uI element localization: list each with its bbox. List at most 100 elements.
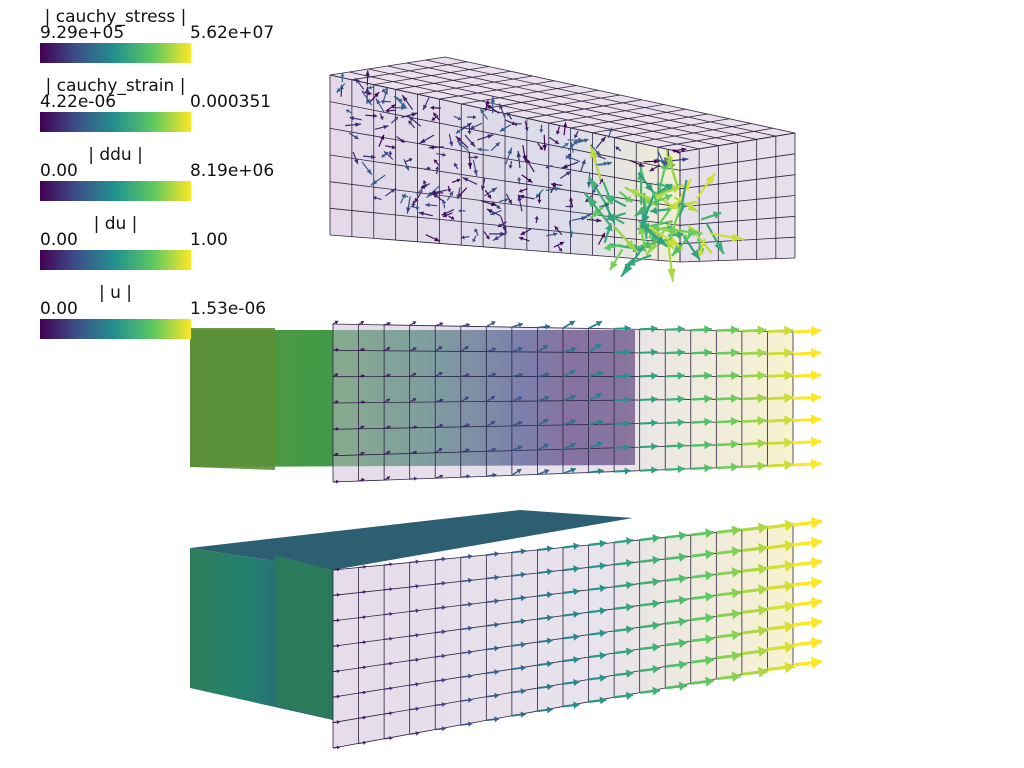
glyph-arrow-head [466,123,472,128]
glyph-arrow-head [389,636,393,641]
glyph-arrow-head [362,564,367,569]
glyph-arrow-head [651,419,658,427]
glyph-arrow-head [389,587,393,592]
glyph-arrow-head [415,731,420,736]
glyph-arrow-head [573,656,580,664]
glyph-arrow-head [625,647,634,656]
glyph-arrow-head [669,226,678,241]
glyph-arrow-head [365,70,370,76]
glyph-arrow-head [731,608,741,620]
glyph-arrow-head [730,371,740,381]
glyph-arrow-head [402,95,408,102]
glyph-arrow-head [477,147,482,152]
glyph-arrow-head [664,194,673,202]
glyph-arrow-head [586,181,592,188]
glyph-arrow-head [524,126,529,131]
stress-glyphs [336,70,745,282]
glyph-arrow-head [516,150,521,158]
glyph-arrow-head [439,398,444,403]
glyph-arrow-head [466,474,470,479]
glyph-arrow-head [494,551,500,557]
glyph-arrow-head [569,197,574,202]
glyph-arrow-head [757,461,767,471]
legend-min: 0.00 [40,299,78,319]
glyph-arrow-head [335,426,339,431]
glyph-arrow-head [519,188,523,193]
glyph-arrow-head [678,552,687,562]
u-displacement-view [190,510,822,750]
glyph-arrow-head [494,669,500,676]
glyph-arrow-head [441,200,446,204]
glyph-arrow-head [621,263,633,277]
legend-title: | u | [98,283,133,303]
glyph-arrow-head [336,592,340,597]
glyph-arrow-head [705,676,714,687]
glyph-arrow-head [520,230,526,235]
glyph-arrow-head [474,228,479,233]
glyph-arrow-head [466,322,470,328]
glyph-arrow-head [468,625,473,632]
glyph-arrow-head [730,393,740,404]
glyph-arrow-head [624,348,631,356]
glyph-arrow-head [605,194,613,205]
glyph-arrow-head [492,472,497,478]
glyph-arrow-head [389,562,393,567]
glyph-arrow-head [625,558,634,568]
glyph-arrow-head [386,476,391,480]
glyph-arrow-head [507,147,512,155]
glyph-arrow-head [366,168,372,175]
glyph-arrow-head [492,447,497,453]
glyph-arrow-head [439,322,444,327]
glyph-arrow-head [705,591,714,602]
glyph-arrow-head [731,650,741,662]
glyph-arrow-head [638,162,645,167]
legend-min: 0.00 [40,161,78,181]
legend-min: 0.00 [40,230,78,250]
glyph-arrow-head [425,202,430,208]
glyph-arrow-head [464,346,469,351]
glyph-arrow-head [500,231,507,237]
glyph-arrow-head [558,247,562,252]
glyph-arrow-head [784,459,794,471]
glyph-arrow-head [454,163,458,167]
glyph-arrow-head [480,108,485,114]
glyph-arrow-head [546,545,553,553]
glyph-arrow-head [678,660,687,670]
glyph-arrow-head [497,223,502,228]
glyph-arrow-head [652,664,661,674]
glyph-arrow-head [520,571,526,578]
glyph-arrow-head [513,121,517,127]
glyph-arrow-head [546,683,553,691]
legend-max: 5.62e+07 [190,23,275,43]
glyph-arrow-head [387,425,391,430]
glyph-arrow-head [649,167,655,172]
glyph-arrow-head [665,183,673,191]
glyph-arrow-head [391,104,396,109]
glyph-arrow-head [415,559,420,565]
glyph-arrow-head [438,346,443,351]
glyph-arrow-head [386,347,391,351]
glyph-arrow-head [421,184,426,189]
glyph-arrow-head [704,348,712,357]
glyph-arrow-head [455,136,462,142]
glyph-arrow-head [583,138,589,143]
glyph-arrow-head [570,419,576,425]
glyph-arrow-head [494,598,500,605]
glyph-arrow-head [599,696,607,705]
glyph-arrow-head [336,643,340,648]
glyph-arrow-head [441,726,446,732]
glyph-arrow-head [573,565,580,573]
glyph-arrow-head [597,467,604,475]
glyph-arrow-head [704,371,712,380]
glyph-arrow-head [625,581,634,590]
colorbar [40,319,191,339]
glyph-arrow-head [370,179,378,186]
solid-top-face [190,510,633,570]
glyph-arrow-head [731,588,741,599]
glyph-arrow-head [415,633,420,638]
glyph-arrow-head [546,706,553,714]
glyph-arrow-head [615,146,620,151]
glyph-arrow-head [705,613,714,623]
glyph-arrow-head [441,653,446,659]
